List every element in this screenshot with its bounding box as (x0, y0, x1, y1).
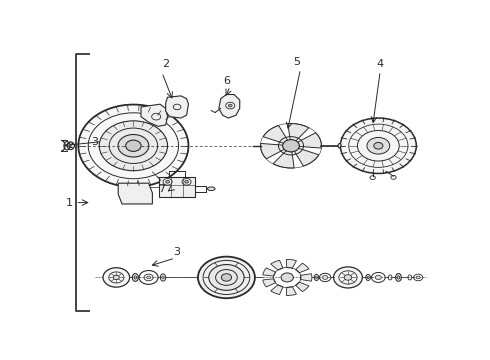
Polygon shape (118, 183, 152, 204)
Polygon shape (263, 126, 288, 143)
Circle shape (322, 275, 328, 279)
Ellipse shape (338, 144, 341, 148)
Ellipse shape (78, 104, 189, 187)
Text: 4: 4 (377, 59, 384, 69)
Polygon shape (270, 285, 283, 294)
Circle shape (416, 276, 420, 279)
Circle shape (228, 104, 232, 107)
Text: 3: 3 (173, 247, 181, 257)
Circle shape (374, 143, 383, 149)
Circle shape (341, 118, 416, 174)
Polygon shape (286, 287, 296, 296)
Text: 5: 5 (293, 57, 300, 67)
Circle shape (118, 135, 149, 157)
Polygon shape (219, 94, 240, 118)
Circle shape (209, 265, 244, 290)
Circle shape (221, 274, 232, 281)
Circle shape (166, 180, 170, 183)
Ellipse shape (207, 187, 215, 190)
Text: 7: 7 (158, 184, 166, 194)
Polygon shape (261, 143, 284, 159)
Circle shape (281, 273, 294, 282)
Circle shape (375, 275, 381, 280)
Text: 6: 6 (223, 76, 230, 86)
Circle shape (147, 276, 150, 279)
Polygon shape (273, 151, 294, 168)
Polygon shape (263, 268, 276, 276)
Circle shape (99, 121, 168, 171)
FancyBboxPatch shape (159, 177, 196, 197)
Circle shape (344, 275, 352, 280)
Text: 1: 1 (66, 198, 73, 208)
Circle shape (283, 140, 299, 152)
Polygon shape (295, 282, 309, 292)
Polygon shape (294, 148, 319, 166)
Circle shape (113, 275, 120, 280)
Text: 2: 2 (162, 59, 169, 69)
Circle shape (185, 180, 189, 183)
Polygon shape (286, 260, 296, 268)
Circle shape (367, 138, 390, 154)
Polygon shape (141, 104, 168, 126)
Polygon shape (288, 123, 309, 141)
Circle shape (198, 257, 255, 298)
Ellipse shape (71, 144, 74, 148)
Polygon shape (166, 96, 189, 118)
Circle shape (103, 268, 129, 287)
Polygon shape (295, 263, 309, 273)
Circle shape (126, 140, 141, 152)
Polygon shape (263, 279, 276, 287)
Text: 3: 3 (91, 136, 98, 147)
Circle shape (334, 267, 363, 288)
Polygon shape (300, 274, 312, 281)
Polygon shape (298, 133, 321, 148)
Polygon shape (270, 260, 283, 270)
